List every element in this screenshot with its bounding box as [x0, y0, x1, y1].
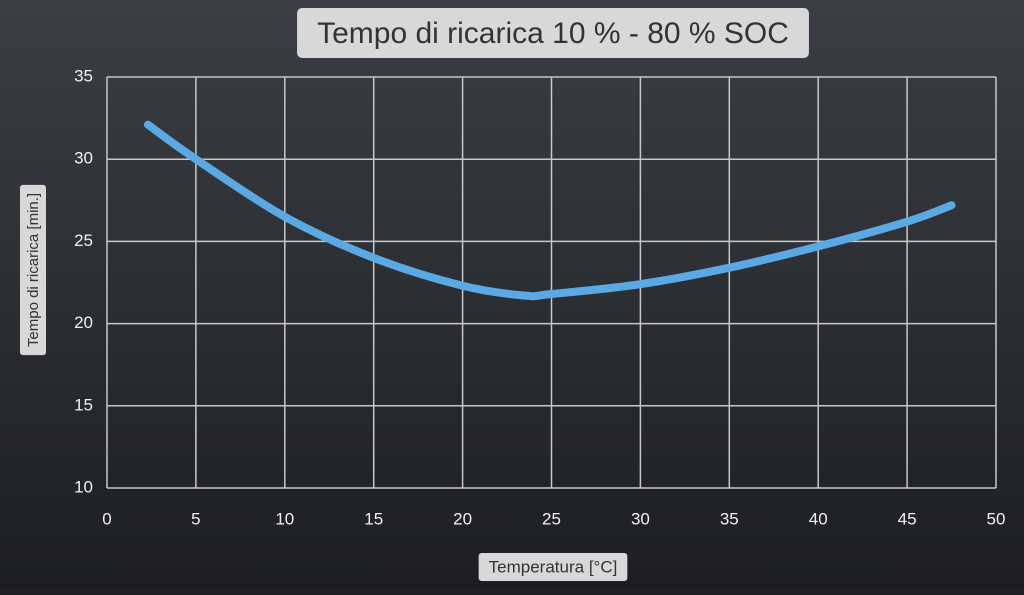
data-line	[143, 120, 956, 301]
y-tick-label: 25	[74, 231, 93, 250]
x-label-background	[478, 553, 628, 581]
chart-title: Tempo di ricarica 10 % - 80 % SOC	[317, 17, 789, 50]
x-label-box: Temperatura [°C]	[478, 553, 628, 581]
x-tick-label: 10	[275, 509, 294, 528]
y-tick-label: 35	[74, 66, 93, 85]
title-box: Tempo di ricarica 10 % - 80 % SOC	[297, 8, 809, 58]
x-tick-label: 15	[364, 509, 383, 528]
x-tick-label: 30	[631, 509, 650, 528]
y-label-background	[20, 184, 46, 356]
title-background	[297, 8, 809, 58]
x-tick-label: 0	[102, 509, 111, 528]
x-tick-label: 40	[809, 509, 828, 528]
x-tick-label: 35	[720, 509, 739, 528]
x-tick-label: 50	[987, 509, 1006, 528]
x-tick-label: 5	[191, 509, 200, 528]
y-tick-label: 20	[74, 313, 93, 332]
x-tick-label: 25	[542, 509, 561, 528]
x-axis-label: Temperatura [°C]	[489, 557, 618, 576]
y-tick-label: 10	[74, 477, 93, 496]
x-tick-label: 20	[453, 509, 472, 528]
x-tick-label: 45	[898, 509, 917, 528]
y-label-box: Tempo di ricarica [min.]	[20, 184, 46, 356]
y-tick-label: 30	[74, 149, 93, 168]
y-tick-label: 15	[74, 395, 93, 414]
y-axis-label: Tempo di ricarica [min.]	[25, 193, 42, 347]
